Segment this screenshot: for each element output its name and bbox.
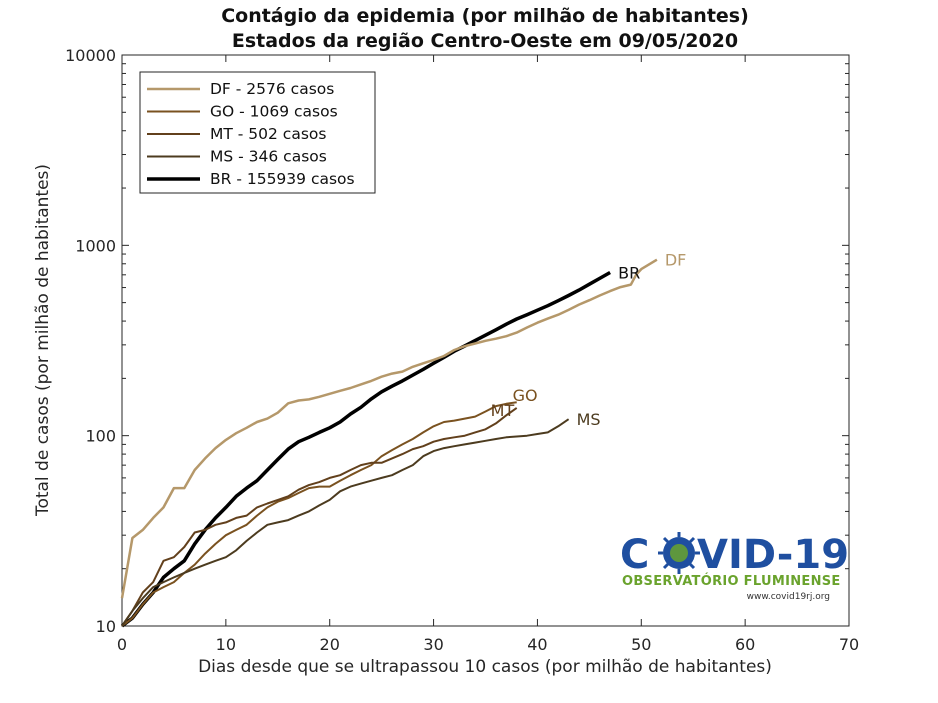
y-axis-label: Total de casos (por milhão de habitantes… — [33, 164, 53, 517]
series-line-ms — [121, 418, 570, 627]
legend-entry-df: DF - 2576 casos — [210, 80, 334, 98]
legend-entry-go: GO - 1069 casos — [210, 103, 338, 121]
virus-icon — [658, 532, 700, 574]
chart-title: Contágio da epidemia (por milhão de habi… — [221, 5, 749, 27]
legend: DF - 2576 casos GO - 1069 casos MT - 502 c… — [139, 71, 376, 194]
chart-subtitle: Estados da região Centro-Oeste em 09/05/… — [232, 30, 738, 52]
legend-entry-mt: MT - 502 casos — [210, 125, 326, 143]
y-tick-label: 10000 — [65, 46, 116, 65]
x-axis-label: Dias desde que se ultrapassou 10 casos (… — [198, 657, 772, 677]
x-tick-label: 70 — [839, 635, 859, 654]
x-tick-label: 30 — [423, 635, 443, 654]
logo-subtitle: OBSERVATÓRIO FLUMINENSE — [622, 573, 841, 589]
series-line-go — [121, 401, 517, 627]
y-tick-label: 10 — [96, 617, 116, 636]
legend-entry-ms: MS - 346 casos — [210, 148, 327, 166]
series-end-label-mt: MT — [491, 401, 515, 420]
plot-frame — [121, 54, 850, 627]
logo-word-c: C — [620, 532, 649, 578]
series-layer — [120, 258, 658, 628]
series-line-br — [120, 270, 611, 628]
series-end-label-ms: MS — [577, 410, 601, 429]
x-tick-label: 40 — [527, 635, 547, 654]
x-tick-label: 10 — [216, 635, 236, 654]
covid19-logo: C VID-19 OBSERVATÓRIO FLUMINENSE www.cov… — [620, 532, 849, 602]
series-end-label-br: BR — [618, 263, 640, 282]
y-tick-label: 1000 — [75, 236, 116, 255]
series-line-mt — [121, 407, 518, 627]
y-tick-label: 100 — [85, 427, 116, 446]
series-line-df — [120, 258, 658, 599]
logo-word-vid: VID-19 — [697, 532, 849, 578]
x-tick-label: 20 — [320, 635, 340, 654]
legend-entry-br: BR - 155939 casos — [210, 170, 355, 188]
series-end-label-go: GO — [513, 386, 538, 405]
x-tick-label: 50 — [631, 635, 651, 654]
x-tick-label: 60 — [735, 635, 755, 654]
series-end-label-df: DF — [665, 251, 687, 270]
legend-box — [139, 71, 376, 194]
logo-url: www.covid19rj.org — [747, 592, 830, 602]
x-tick-label: 0 — [117, 635, 127, 654]
